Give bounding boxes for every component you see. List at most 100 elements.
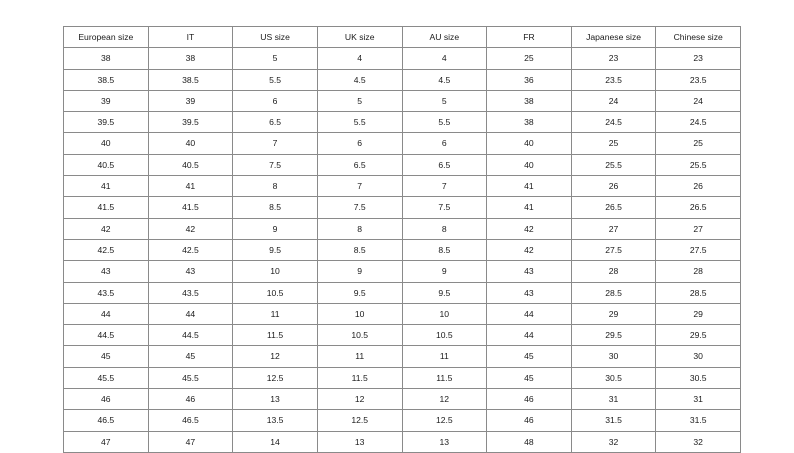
table-cell: 42.5 (147, 238, 234, 262)
column-header-fr: FR (486, 25, 572, 49)
table-cell: 42 (63, 217, 149, 240)
table-row: 43 43 10 9 9 43 28 28 (63, 260, 741, 283)
table-cell: 13 (316, 430, 403, 453)
table-row: 39 39 6 5 5 38 24 24 (63, 89, 741, 113)
table-row: 38.5 38.5 5.5 4.5 4.5 36 23.5 23.5 (63, 68, 741, 91)
column-header-au-size: AU size (401, 25, 488, 49)
table-cell: 24.5 (655, 111, 741, 134)
table-header-row: European size IT US size UK size AU size FR Ja… (63, 25, 741, 49)
table-row: 47 47 14 13 13 48 32 32 (63, 430, 741, 453)
table-cell: 7.5 (232, 153, 318, 177)
table-cell: 46 (147, 388, 234, 411)
table-row: 42.5 42.5 9.5 8.5 8.5 42 27.5 27.5 (63, 238, 741, 262)
table-cell: 5.5 (232, 68, 318, 91)
table-row: 41 41 8 7 7 41 26 26 (63, 175, 741, 198)
table-cell: 47 (147, 430, 234, 453)
table-cell: 13.5 (232, 409, 318, 432)
table-cell: 25 (486, 47, 572, 70)
column-header-it: IT (147, 25, 234, 49)
table-row: 40.5 40.5 7.5 6.5 6.5 40 25.5 25.5 (63, 153, 741, 177)
table-cell: 5 (316, 89, 403, 113)
table-cell: 40.5 (63, 153, 149, 177)
table-cell: 12 (316, 388, 403, 411)
table-cell: 31.5 (570, 409, 657, 432)
table-cell: 42 (486, 238, 572, 262)
table-cell: 23.5 (570, 68, 657, 91)
table-cell: 25 (570, 132, 657, 155)
table-cell: 26 (570, 175, 657, 198)
table-cell: 6 (401, 132, 488, 155)
table-cell: 45 (486, 366, 572, 390)
table-cell: 5.5 (401, 111, 488, 134)
table-cell: 39 (63, 89, 149, 113)
table-cell: 9 (401, 260, 488, 283)
table-body: 38 38 5 4 4 25 23 23 38.5 38.5 5.5 4.5 4.5 36 23.5 23.5… (63, 47, 741, 453)
table-cell: 9.5 (232, 238, 318, 262)
table-cell: 6.5 (401, 153, 488, 177)
table-cell: 8 (232, 175, 318, 198)
table-cell: 40 (486, 153, 572, 177)
table-cell: 46.5 (147, 409, 234, 432)
table-cell: 25.5 (570, 153, 657, 177)
table-cell: 43.5 (63, 281, 149, 304)
column-header-us-size: US size (232, 25, 318, 49)
table-cell: 29.5 (570, 324, 657, 347)
table-cell: 42 (486, 217, 572, 240)
table-cell: 40 (63, 132, 149, 155)
table-cell: 8 (401, 217, 488, 240)
table-cell: 40.5 (147, 153, 234, 177)
table-cell: 6.5 (232, 111, 318, 134)
table-cell: 43 (486, 260, 572, 283)
table-cell: 39 (147, 89, 234, 113)
column-header-chinese-size: Chinese size (655, 25, 741, 49)
table-cell: 12 (232, 345, 318, 368)
table-cell: 30 (655, 345, 741, 368)
table-cell: 40 (147, 132, 234, 155)
table-cell: 11.5 (401, 366, 488, 390)
table-cell: 23 (570, 47, 657, 70)
table-row: 46 46 13 12 12 46 31 31 (63, 388, 741, 411)
table-cell: 27 (570, 217, 657, 240)
table-cell: 40 (486, 132, 572, 155)
table-cell: 45 (486, 345, 572, 368)
table-cell: 45.5 (63, 366, 149, 390)
table-cell: 26.5 (570, 196, 657, 219)
table-cell: 23.5 (655, 68, 741, 91)
table-cell: 13 (232, 388, 318, 411)
table-cell: 47 (63, 430, 149, 453)
table-cell: 24 (570, 89, 657, 113)
table-cell: 41 (63, 175, 149, 198)
table-cell: 45.5 (147, 366, 234, 390)
table-cell: 23 (655, 47, 741, 70)
table-cell: 28 (655, 260, 741, 283)
table-cell: 41 (486, 196, 572, 219)
table-cell: 44.5 (147, 324, 234, 347)
table-cell: 25.5 (655, 153, 741, 177)
table-header: European size IT US size UK size AU size FR Ja… (63, 25, 741, 49)
table-cell: 31.5 (655, 409, 741, 432)
table-cell: 9.5 (316, 281, 403, 304)
table-cell: 38 (486, 111, 572, 134)
table-cell: 29 (570, 302, 657, 326)
table-cell: 30 (570, 345, 657, 368)
table-cell: 48 (486, 430, 572, 453)
table-cell: 44 (486, 324, 572, 347)
table-cell: 4.5 (401, 68, 488, 91)
table-cell: 12.5 (316, 409, 403, 432)
table-row: 43.5 43.5 10.5 9.5 9.5 43 28.5 28.5 (63, 281, 741, 304)
table-row: 46.5 46.5 13.5 12.5 12.5 46 31.5 31.5 (63, 409, 741, 432)
table-cell: 9 (232, 217, 318, 240)
table-cell: 38 (147, 47, 234, 70)
table-cell: 38 (63, 47, 149, 70)
table-cell: 10.5 (316, 324, 403, 347)
table-cell: 12.5 (232, 366, 318, 390)
table-cell: 45 (147, 345, 234, 368)
table-cell: 27 (655, 217, 741, 240)
table-cell: 32 (655, 430, 741, 453)
table-cell: 6 (232, 89, 318, 113)
table-cell: 46.5 (63, 409, 149, 432)
table-cell: 46 (486, 409, 572, 432)
table-cell: 10 (316, 302, 403, 326)
table-cell: 43 (147, 260, 234, 283)
table-cell: 6 (316, 132, 403, 155)
